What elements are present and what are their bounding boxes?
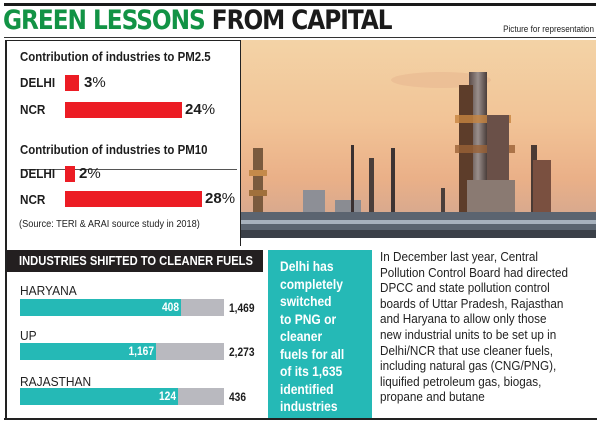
rajasthan-total-value: 436 <box>229 390 247 404</box>
refinery-silhouette-icon <box>241 72 596 238</box>
pm10-delhi-label: DELHI <box>20 166 56 181</box>
pm25-delhi-bar <box>65 75 79 91</box>
photo-caption: Picture for representation <box>503 24 594 34</box>
delhi-highlight-box: Delhi has completely switched to PNG or … <box>268 250 372 418</box>
haryana-shifted-value: 408 <box>161 300 179 314</box>
rajasthan-total-bar: 124 <box>20 388 224 405</box>
source-note: (Source: TERI & ARAI source study in 201… <box>19 219 200 230</box>
section-divider <box>25 169 237 170</box>
up-shifted-bar: 1,167 <box>20 343 156 360</box>
state-label-up: UP <box>20 328 37 343</box>
bottom-rule <box>4 418 597 420</box>
up-total-value: 2,273 <box>229 345 255 359</box>
industries-panel <box>5 246 263 418</box>
delhi-highlight-text: Delhi has completely switched to PNG or … <box>280 258 345 414</box>
up-total-bar: 1,167 <box>20 343 224 360</box>
pm10-ncr-bar <box>65 191 202 207</box>
pm-contribution-panel: Contribution of industries to PM2.5 DELH… <box>5 40 241 246</box>
rajasthan-shifted-value: 124 <box>158 389 176 403</box>
state-label-rajasthan: RAJASTHAN <box>20 374 92 389</box>
top-rule <box>4 3 596 6</box>
header-rule <box>4 37 596 38</box>
pm10-delhi-bar <box>65 166 75 182</box>
article-body-text: In December last year, Central Pollution… <box>380 249 568 405</box>
headline: GREEN LESSONS FROM CAPITAL <box>3 5 393 36</box>
rajasthan-shifted-bar: 124 <box>20 388 178 405</box>
pm10-delhi-value: 2% <box>79 165 101 182</box>
industries-header: INDUSTRIES SHIFTED TO CLEANER FUELS <box>7 250 263 272</box>
pm25-ncr-label: NCR <box>20 102 46 117</box>
pm25-title: Contribution of industries to PM2.5 <box>20 49 211 64</box>
pm25-delhi-value: 3% <box>84 74 106 91</box>
refinery-photo <box>241 40 596 238</box>
pm10-title: Contribution of industries to PM10 <box>20 142 208 157</box>
headline-green: GREEN LESSONS <box>3 5 206 36</box>
pm25-ncr-bar <box>65 102 182 118</box>
up-shifted-value: 1,167 <box>128 344 154 358</box>
haryana-total-bar: 408 <box>20 299 224 316</box>
pm10-ncr-label: NCR <box>20 192 46 207</box>
pm25-delhi-label: DELHI <box>20 75 56 90</box>
haryana-total-value: 1,469 <box>229 301 255 315</box>
pm10-ncr-value: 28% <box>205 190 236 207</box>
pm25-ncr-value: 24% <box>185 101 216 118</box>
state-label-haryana: HARYANA <box>20 283 77 298</box>
headline-black: FROM CAPITAL <box>211 5 393 36</box>
haryana-shifted-bar: 408 <box>20 299 181 316</box>
